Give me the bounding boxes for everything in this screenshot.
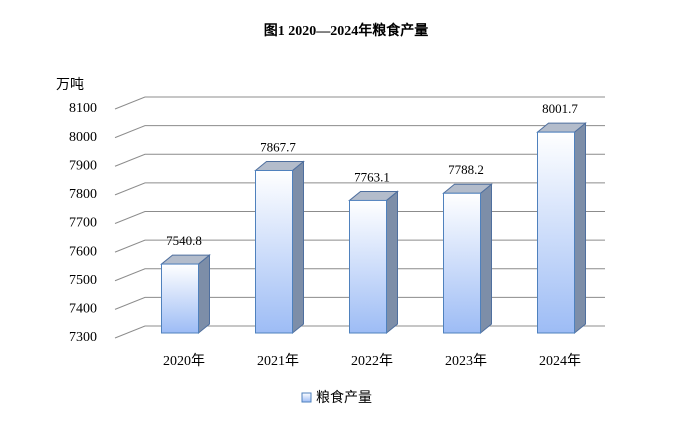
y-unit: 万吨 bbox=[56, 77, 84, 93]
legend-swatch bbox=[301, 392, 312, 403]
value-label: 7540.8 bbox=[166, 233, 202, 248]
value-label: 7763.1 bbox=[354, 169, 390, 184]
x-tick-label: 2021年 bbox=[257, 353, 299, 369]
y-tick-label: 7800 bbox=[69, 187, 97, 202]
bar bbox=[255, 169, 293, 334]
value-label: 7867.7 bbox=[260, 139, 296, 154]
y-tick-label: 7700 bbox=[69, 216, 97, 231]
bar-side bbox=[386, 190, 398, 335]
bar-side bbox=[480, 183, 492, 335]
grid-line bbox=[114, 125, 605, 139]
x-tick-label: 2023年 bbox=[445, 353, 487, 369]
chart-title: 图1 2020—2024年粮食产量 bbox=[264, 22, 429, 39]
bar bbox=[443, 192, 481, 334]
value-label: 8001.7 bbox=[542, 101, 578, 116]
grid-line bbox=[114, 182, 605, 196]
y-tick-label: 7300 bbox=[69, 330, 97, 345]
bar bbox=[161, 263, 199, 334]
grid-line bbox=[114, 96, 605, 110]
legend-label: 粮食产量 bbox=[316, 389, 372, 406]
bar bbox=[537, 131, 575, 334]
y-tick-label: 7600 bbox=[69, 244, 97, 259]
bar bbox=[349, 199, 387, 334]
grid-line bbox=[114, 153, 605, 167]
value-label: 7788.2 bbox=[448, 162, 484, 177]
x-tick-label: 2024年 bbox=[539, 353, 581, 369]
y-tick-label: 7500 bbox=[69, 273, 97, 288]
bar-side bbox=[198, 254, 210, 335]
y-tick-label: 7400 bbox=[69, 302, 97, 317]
bar-side bbox=[292, 160, 304, 335]
bar-side bbox=[574, 122, 586, 335]
x-tick-label: 2022年 bbox=[351, 353, 393, 369]
y-tick-label: 8100 bbox=[69, 101, 97, 116]
x-tick-label: 2020年 bbox=[163, 353, 205, 369]
y-tick-label: 8000 bbox=[69, 130, 97, 145]
y-tick-label: 7900 bbox=[69, 158, 97, 173]
